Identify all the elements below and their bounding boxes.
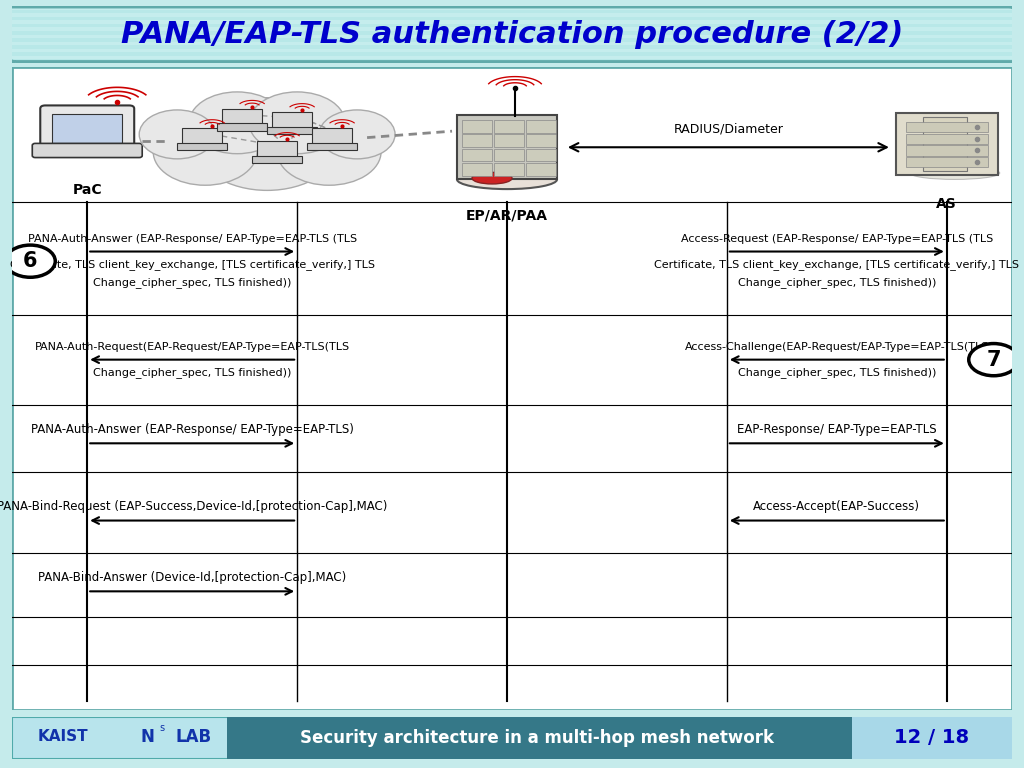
FancyBboxPatch shape (257, 141, 297, 160)
Text: Access-Accept(EAP-Success): Access-Accept(EAP-Success) (754, 500, 921, 513)
Text: KAIST: KAIST (37, 730, 88, 744)
Text: Certificate, TLS client_key_exchange, [TLS certificate_verify,] TLS: Certificate, TLS client_key_exchange, [T… (654, 260, 1019, 270)
FancyBboxPatch shape (906, 157, 988, 167)
FancyBboxPatch shape (494, 134, 524, 147)
FancyBboxPatch shape (462, 148, 492, 161)
Text: RADIUS/Diameter: RADIUS/Diameter (674, 123, 783, 136)
FancyBboxPatch shape (227, 717, 852, 759)
Ellipse shape (457, 170, 557, 189)
FancyBboxPatch shape (462, 121, 492, 133)
FancyBboxPatch shape (33, 144, 142, 157)
Text: Change_cipher_spec, TLS finished)): Change_cipher_spec, TLS finished)) (737, 277, 936, 288)
FancyBboxPatch shape (526, 148, 556, 161)
Ellipse shape (909, 167, 999, 180)
Text: Access-Challenge(EAP-Request/EAP-Type=EAP-TLS(TLS: Access-Challenge(EAP-Request/EAP-Type=EA… (685, 342, 989, 352)
Text: 7: 7 (986, 349, 1001, 369)
FancyBboxPatch shape (12, 59, 1012, 63)
Circle shape (189, 92, 285, 154)
Text: 12 / 18: 12 / 18 (894, 728, 970, 747)
FancyBboxPatch shape (526, 134, 556, 147)
FancyBboxPatch shape (40, 105, 134, 151)
Text: EP/AR/PAA: EP/AR/PAA (466, 208, 548, 223)
FancyBboxPatch shape (12, 67, 1012, 710)
FancyBboxPatch shape (526, 163, 556, 176)
FancyBboxPatch shape (852, 717, 1012, 759)
FancyBboxPatch shape (12, 56, 1012, 59)
Text: s: s (159, 723, 164, 733)
Text: PaC: PaC (73, 183, 102, 197)
FancyBboxPatch shape (906, 145, 988, 156)
Circle shape (249, 92, 345, 154)
FancyBboxPatch shape (896, 113, 997, 175)
FancyBboxPatch shape (12, 717, 1012, 759)
FancyBboxPatch shape (12, 45, 1012, 49)
FancyBboxPatch shape (267, 127, 317, 134)
Text: Change_cipher_spec, TLS finished)): Change_cipher_spec, TLS finished)) (93, 367, 292, 379)
FancyBboxPatch shape (457, 115, 557, 179)
Text: PANA-Auth-Answer (EAP-Response/ EAP-Type=EAP-TLS): PANA-Auth-Answer (EAP-Response/ EAP-Type… (31, 422, 353, 435)
FancyBboxPatch shape (923, 117, 967, 171)
FancyBboxPatch shape (307, 143, 357, 150)
FancyBboxPatch shape (217, 124, 267, 131)
FancyBboxPatch shape (494, 163, 524, 176)
FancyBboxPatch shape (52, 114, 122, 144)
Text: 6: 6 (23, 251, 38, 271)
FancyBboxPatch shape (12, 49, 1012, 52)
Circle shape (5, 245, 55, 277)
Circle shape (278, 118, 381, 185)
Circle shape (319, 110, 395, 159)
Text: Access-Request (EAP-Response/ EAP-Type=EAP-TLS (TLS: Access-Request (EAP-Response/ EAP-Type=E… (681, 233, 993, 243)
Text: PANA-Bind-Request (EAP-Success,Device-Id,[protection-Cap],MAC): PANA-Bind-Request (EAP-Success,Device-Id… (0, 500, 387, 513)
Circle shape (969, 343, 1019, 376)
Circle shape (139, 110, 215, 159)
FancyBboxPatch shape (494, 121, 524, 133)
FancyBboxPatch shape (12, 24, 1012, 28)
Text: Security architecture in a multi-hop mesh network: Security architecture in a multi-hop mes… (300, 729, 774, 746)
FancyBboxPatch shape (12, 10, 1012, 13)
FancyBboxPatch shape (12, 35, 1012, 38)
FancyBboxPatch shape (12, 28, 1012, 31)
FancyBboxPatch shape (462, 163, 492, 176)
FancyBboxPatch shape (182, 128, 222, 147)
Text: EAP-Response/ EAP-Type=EAP-TLS: EAP-Response/ EAP-Type=EAP-TLS (737, 422, 937, 435)
Text: LAB: LAB (175, 728, 211, 746)
Circle shape (196, 98, 339, 190)
Text: PANA-Bind-Answer (Device-Id,[protection-Cap],MAC): PANA-Bind-Answer (Device-Id,[protection-… (38, 571, 346, 584)
Text: Change_cipher_spec, TLS finished)): Change_cipher_spec, TLS finished)) (737, 367, 936, 379)
FancyBboxPatch shape (12, 13, 1012, 17)
Text: Change_cipher_spec, TLS finished)): Change_cipher_spec, TLS finished)) (93, 277, 292, 288)
Ellipse shape (472, 172, 512, 184)
FancyBboxPatch shape (272, 112, 312, 131)
FancyBboxPatch shape (12, 17, 1012, 20)
FancyBboxPatch shape (12, 38, 1012, 41)
Text: Certificate, TLS client_key_exchange, [TLS certificate_verify,] TLS: Certificate, TLS client_key_exchange, [T… (9, 260, 375, 270)
Text: PANA-Auth-Answer (EAP-Response/ EAP-Type=EAP-TLS (TLS: PANA-Auth-Answer (EAP-Response/ EAP-Type… (28, 233, 356, 243)
FancyBboxPatch shape (462, 134, 492, 147)
FancyBboxPatch shape (12, 31, 1012, 35)
Circle shape (154, 118, 257, 185)
FancyBboxPatch shape (252, 156, 302, 163)
Text: AS: AS (936, 197, 957, 211)
FancyBboxPatch shape (906, 122, 988, 132)
FancyBboxPatch shape (494, 148, 524, 161)
Text: N: N (140, 728, 154, 746)
Text: PANA-Auth-Request(EAP-Request/EAP-Type=EAP-TLS(TLS: PANA-Auth-Request(EAP-Request/EAP-Type=E… (35, 342, 350, 352)
FancyBboxPatch shape (12, 52, 1012, 56)
FancyBboxPatch shape (12, 6, 1012, 10)
FancyBboxPatch shape (312, 128, 352, 147)
FancyBboxPatch shape (906, 134, 988, 144)
FancyBboxPatch shape (177, 143, 227, 150)
FancyBboxPatch shape (222, 108, 262, 127)
FancyBboxPatch shape (12, 20, 1012, 24)
FancyBboxPatch shape (12, 41, 1012, 45)
FancyBboxPatch shape (526, 121, 556, 133)
Text: PANA/EAP-TLS authentication procedure (2/2): PANA/EAP-TLS authentication procedure (2… (121, 20, 903, 49)
